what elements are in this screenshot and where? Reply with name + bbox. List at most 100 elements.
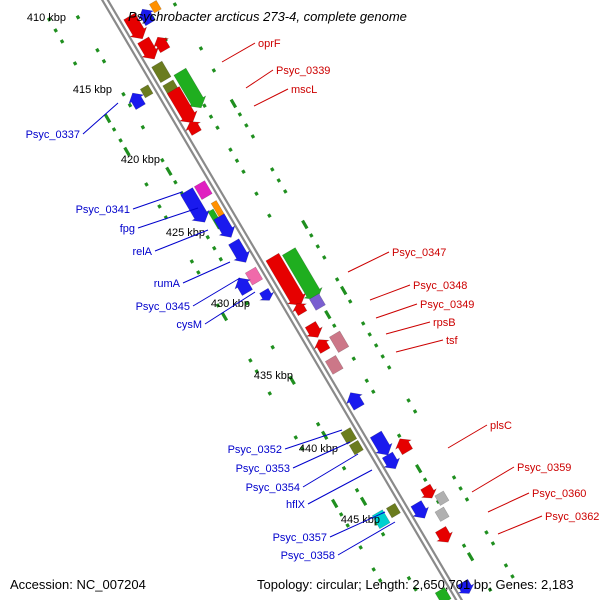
gene-glyph[interactable] bbox=[135, 35, 163, 64]
orf-tick bbox=[267, 213, 272, 218]
leader-line bbox=[221, 42, 256, 63]
gene-label-psyc_0352[interactable]: Psyc_0352 bbox=[228, 444, 282, 456]
orf-tick bbox=[254, 191, 259, 196]
gene-label-psyc_0341[interactable]: Psyc_0341 bbox=[76, 204, 130, 216]
gene-label-psyc_0337[interactable]: Psyc_0337 bbox=[26, 129, 80, 141]
leader-line bbox=[347, 251, 390, 273]
gene-glyph[interactable] bbox=[151, 60, 172, 84]
leader-line bbox=[329, 511, 386, 538]
gene-glyph[interactable] bbox=[171, 67, 210, 113]
orf-tick bbox=[371, 389, 376, 394]
orf-tick bbox=[293, 435, 299, 440]
gene-glyph[interactable] bbox=[303, 320, 326, 342]
orf-tick bbox=[229, 98, 238, 109]
gene-label-psyc_0339[interactable]: Psyc_0339 bbox=[276, 65, 330, 77]
gene-glyph[interactable] bbox=[434, 506, 450, 522]
gene-glyph[interactable] bbox=[309, 293, 326, 311]
orf-tick bbox=[380, 531, 386, 537]
orf-tick bbox=[46, 17, 52, 22]
gene-glyph[interactable] bbox=[178, 186, 214, 227]
gene-glyph[interactable] bbox=[371, 509, 391, 530]
gene-label-psyc_0349[interactable]: Psyc_0349 bbox=[420, 299, 474, 311]
gene-glyph[interactable] bbox=[455, 578, 477, 598]
gene-label-cysm[interactable]: cysM bbox=[176, 319, 202, 331]
gene-label-rela[interactable]: relA bbox=[132, 246, 152, 258]
gene-label-psyc_0360[interactable]: Psyc_0360 bbox=[532, 488, 586, 500]
orf-tick bbox=[202, 103, 207, 108]
orf-tick bbox=[276, 178, 282, 183]
gene-label-psyc_0354[interactable]: Psyc_0354 bbox=[246, 482, 300, 494]
leader-line bbox=[182, 261, 231, 284]
gene-glyph[interactable] bbox=[340, 427, 358, 445]
gene-glyph[interactable] bbox=[408, 499, 432, 523]
gene-label-psyc_0347[interactable]: Psyc_0347 bbox=[392, 247, 446, 259]
orf-tick bbox=[270, 167, 275, 172]
gene-glyph[interactable] bbox=[434, 490, 450, 506]
gene-glyph[interactable] bbox=[226, 237, 254, 267]
gene-label-psyc_0362[interactable]: Psyc_0362 bbox=[545, 511, 599, 523]
gene-glyph[interactable] bbox=[418, 483, 439, 503]
orf-tick bbox=[173, 179, 178, 185]
gene-label-psyc_0358[interactable]: Psyc_0358 bbox=[281, 550, 335, 562]
gene-glyph[interactable] bbox=[257, 287, 276, 305]
gene-label-mscl[interactable]: mscL bbox=[291, 84, 317, 96]
gene-label-psyc_0353[interactable]: Psyc_0353 bbox=[236, 463, 290, 475]
gene-label-plsc[interactable]: plsC bbox=[490, 420, 512, 432]
orf-tick bbox=[359, 496, 368, 506]
gene-glyph[interactable] bbox=[121, 12, 151, 44]
orf-tick bbox=[484, 530, 489, 535]
gene-glyph[interactable] bbox=[165, 85, 202, 128]
orf-tick bbox=[205, 234, 211, 240]
gene-glyph[interactable] bbox=[385, 502, 401, 519]
gene-label-psyc_0357[interactable]: Psyc_0357 bbox=[273, 532, 327, 544]
genome-backbone-gap bbox=[103, 0, 464, 605]
gene-glyph[interactable] bbox=[125, 89, 148, 111]
orf-tick bbox=[332, 323, 337, 328]
leader-line bbox=[284, 429, 343, 450]
gene-label-oprf[interactable]: oprF bbox=[258, 38, 281, 50]
position-label: 435 kbp bbox=[254, 370, 293, 382]
gene-label-fpg[interactable]: fpg bbox=[120, 223, 135, 235]
orf-tick bbox=[464, 497, 470, 502]
orf-tick bbox=[360, 321, 366, 326]
gene-label-tsf[interactable]: tsf bbox=[446, 335, 459, 347]
orf-tick bbox=[212, 245, 217, 251]
gene-glyph[interactable] bbox=[149, 0, 162, 14]
gene-glyph[interactable] bbox=[290, 300, 309, 318]
orf-tick bbox=[309, 233, 314, 238]
orf-tick bbox=[254, 369, 260, 374]
gene-label-hflx[interactable]: hflX bbox=[286, 499, 306, 511]
orf-tick bbox=[270, 344, 275, 350]
gene-glyph[interactable] bbox=[380, 450, 404, 473]
gene-glyph[interactable] bbox=[433, 525, 456, 547]
gene-glyph[interactable] bbox=[231, 273, 255, 297]
gene-glyph[interactable] bbox=[343, 388, 367, 412]
gene-glyph[interactable] bbox=[263, 252, 310, 311]
gene-glyph[interactable] bbox=[324, 355, 344, 375]
leader-line bbox=[302, 453, 359, 488]
gene-glyph[interactable] bbox=[368, 429, 397, 459]
gene-glyph[interactable] bbox=[135, 5, 158, 27]
gene-glyph[interactable] bbox=[348, 439, 364, 456]
gene-label-psyc_0348[interactable]: Psyc_0348 bbox=[413, 280, 467, 292]
gene-label-rpsb[interactable]: rpsB bbox=[433, 317, 456, 329]
gene-glyph[interactable] bbox=[139, 84, 154, 99]
gene-glyph[interactable] bbox=[329, 330, 350, 353]
leader-line bbox=[82, 102, 119, 135]
orf-tick bbox=[215, 303, 221, 308]
gene-label-psyc_0345[interactable]: Psyc_0345 bbox=[136, 301, 190, 313]
orf-tick bbox=[118, 138, 123, 143]
gene-label-psyc_0359[interactable]: Psyc_0359 bbox=[517, 462, 571, 474]
orf-tick bbox=[121, 91, 126, 97]
orf-tick bbox=[510, 574, 515, 579]
gene-glyph[interactable] bbox=[150, 33, 172, 55]
gene-glyph[interactable] bbox=[193, 180, 213, 200]
gene-glyph[interactable] bbox=[392, 434, 415, 456]
gene-glyph[interactable] bbox=[244, 266, 264, 286]
gene-glyph[interactable] bbox=[211, 212, 239, 242]
gene-glyph[interactable] bbox=[183, 117, 204, 137]
gene-label-ruma[interactable]: rumA bbox=[154, 278, 181, 290]
gene-glyph[interactable] bbox=[311, 335, 332, 355]
